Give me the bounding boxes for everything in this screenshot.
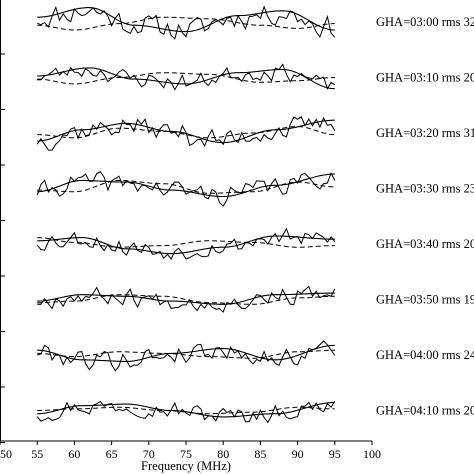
x-tick-label: 75 — [180, 447, 192, 461]
residual-trace — [36, 116, 336, 151]
fit-curve — [37, 173, 335, 198]
residual-trace — [37, 285, 336, 313]
residual-trace — [36, 400, 336, 424]
spectrum-panel — [36, 227, 336, 261]
fit-curve — [37, 67, 335, 90]
panel-labels-group: GHA=03:00 rms 32 GHA=03:10 rms 20 GHA=03:2… — [376, 15, 474, 418]
panel-label: GHA=03:00 rms 32 — [376, 15, 474, 29]
model-dashed-curve — [37, 16, 335, 31]
panel-label: GHA=04:00 rms 24 — [376, 348, 474, 362]
x-tick-label: 60 — [68, 447, 80, 461]
spectrum-panel — [37, 285, 336, 313]
x-axis-label: Frequency (MHz) — [141, 459, 231, 473]
fit-curve — [37, 401, 335, 418]
spectrum-panel — [37, 340, 336, 372]
spectrum-panel — [36, 171, 336, 208]
model-dashed-curve — [37, 406, 335, 415]
axes-group — [0, 0, 372, 443]
x-tick-label: 100 — [363, 447, 381, 461]
x-tick-label: 50 — [0, 447, 12, 461]
residual-trace — [37, 340, 336, 372]
x-tick-label: 65 — [106, 447, 118, 461]
x-tick-label: 90 — [292, 447, 304, 461]
fit-curve — [37, 7, 335, 33]
model-dashed-curve — [37, 180, 335, 194]
fit-curve — [37, 119, 335, 144]
fit-curve — [37, 344, 335, 362]
model-dashed-curve — [37, 294, 335, 305]
x-tick-label: 95 — [329, 447, 341, 461]
panel-label: GHA=03:20 rms 31 — [376, 126, 474, 140]
fit-curve — [37, 292, 335, 305]
x-tick-label: 85 — [254, 447, 266, 461]
residual-trace — [37, 5, 336, 40]
panel-label: GHA=03:40 rms 20 — [376, 237, 474, 251]
panel-label: GHA=04:10 rms 20 — [376, 404, 474, 418]
residual-trace — [36, 227, 336, 261]
panel-label: GHA=03:30 rms 23 — [376, 182, 474, 196]
spectrum-panel — [37, 5, 336, 40]
x-tick-label: 80 — [217, 447, 229, 461]
spectrum-panel — [36, 400, 336, 424]
residual-trace — [36, 171, 336, 208]
x-ticks-group: 50 55 60 65 70 75 80 85 90 95 100 — [0, 441, 381, 461]
residual-trace — [37, 63, 336, 91]
model-dashed-curve — [37, 126, 335, 139]
panels-group — [36, 5, 336, 424]
spectrum-panel — [37, 63, 336, 91]
panel-label: GHA=03:10 rms 20 — [376, 71, 474, 85]
model-dashed-curve — [37, 72, 335, 85]
model-dashed-curve — [37, 349, 335, 359]
model-dashed-curve — [37, 237, 335, 248]
x-tick-label: 70 — [143, 447, 155, 461]
spectrum-panel — [36, 116, 336, 151]
panel-label: GHA=03:50 rms 19 — [376, 293, 474, 307]
fit-curve — [37, 235, 335, 255]
x-tick-label: 55 — [31, 447, 43, 461]
